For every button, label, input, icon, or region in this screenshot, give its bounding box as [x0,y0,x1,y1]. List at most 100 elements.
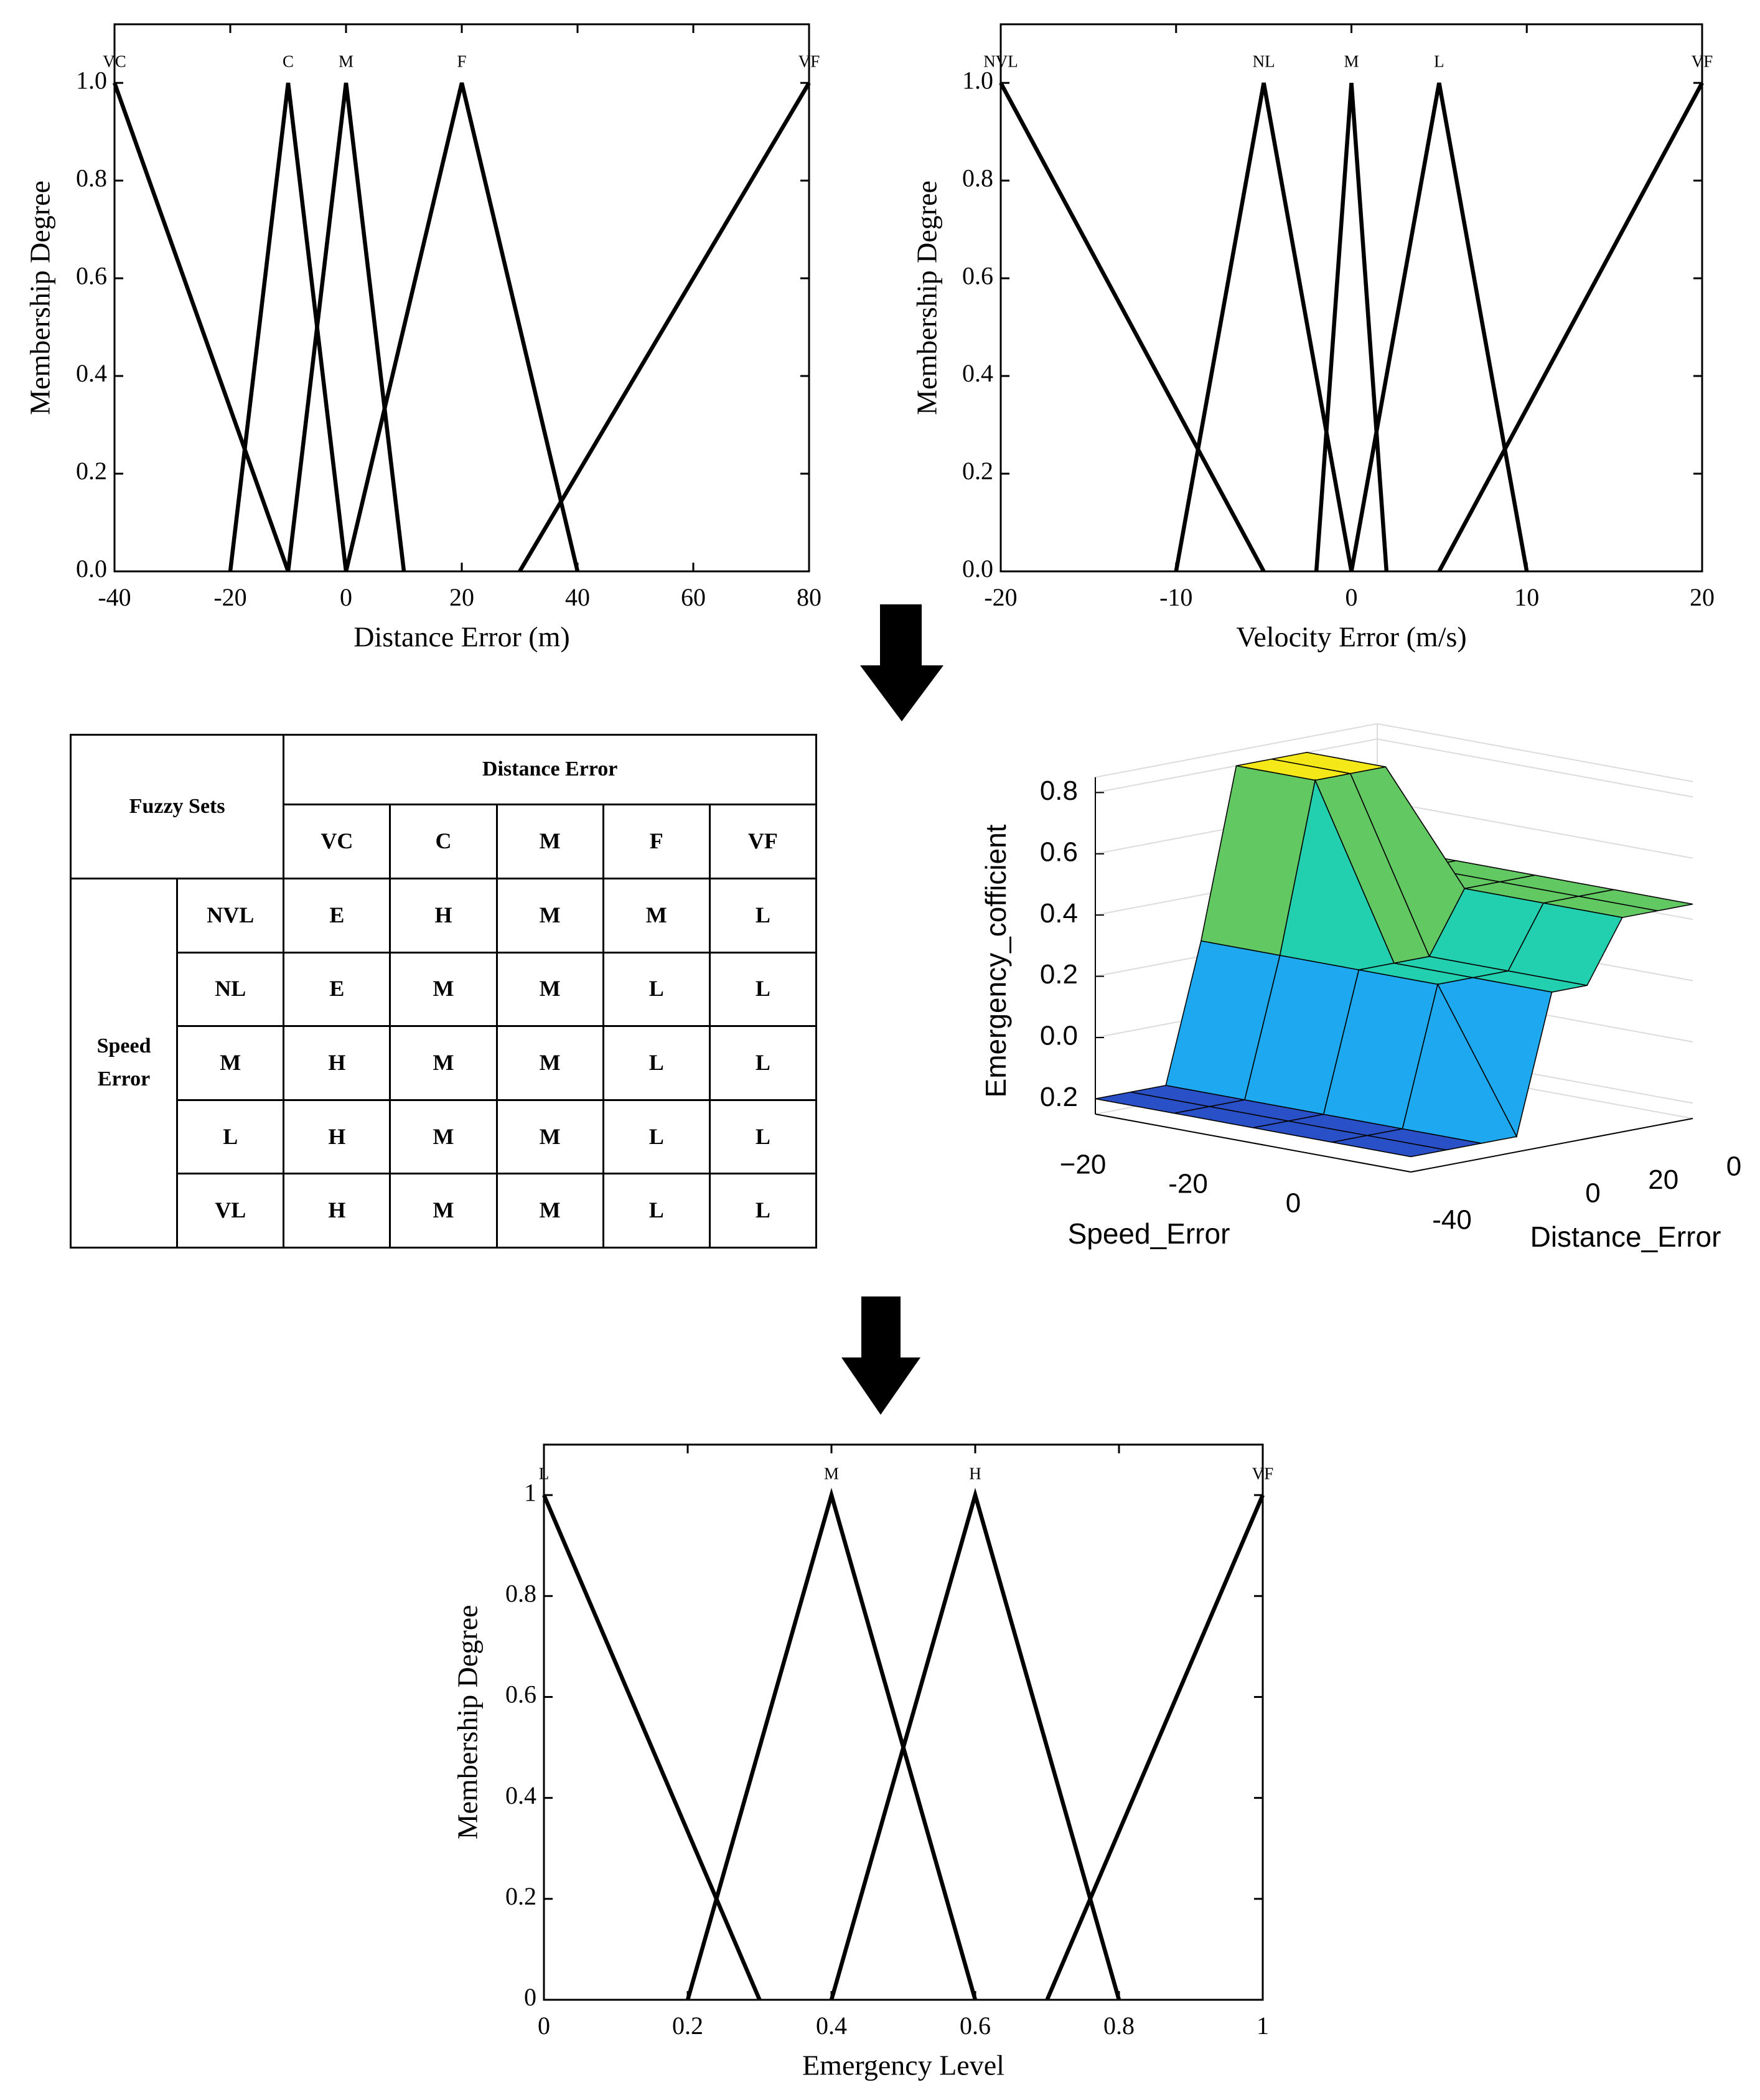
membership-line [1437,82,1704,573]
set-label: VF [1692,52,1713,70]
set-label: VF [798,52,820,70]
surface-patch [1332,1135,1446,1158]
table-cell: M [495,877,604,954]
table-cell: M [495,1099,604,1175]
y-axis [1410,1118,1693,1173]
set-label: F [457,52,466,70]
y-tick-label: 0.0 [962,555,993,583]
x-tick-label: -40 [98,583,131,611]
x-tick-label: 0.4 [816,2012,847,2040]
membership-line [1314,82,1389,572]
x-tick-label: 0 [340,583,352,611]
x-axis-label: Distance Error (m) [353,621,569,653]
row-header: NL [176,951,285,1028]
table-cell: H [283,1173,391,1249]
column-header: VC [283,804,391,879]
row-header: L [176,1099,285,1175]
table-cell: L [708,1025,818,1101]
table-row: VL H M M L L [71,1173,818,1249]
x-axis-label: Speed_Error [1068,1217,1230,1250]
grid-line [1377,738,1693,798]
table-cell: M [602,877,711,954]
set-label: M [824,1464,839,1483]
x-tick-label: 0.6 [960,2012,991,2040]
y-axis-label: Membership Degree [911,180,943,415]
y-tick-label: 0.4 [505,1781,536,1809]
table-cell: M [389,1099,498,1175]
x-tick-label: 40 [565,583,590,611]
column-header: C [389,804,498,879]
set-label: M [1344,52,1359,70]
table-cell: L [602,1099,711,1175]
table-cell: E [283,951,391,1028]
table-cell: L [708,951,818,1028]
membership-line [518,82,811,573]
y-tick-label: 0.8 [505,1579,536,1607]
table-cell: H [389,877,498,954]
table-cell: L [602,1173,711,1249]
membership-line [286,82,406,572]
y-tick-label: 0.6 [962,261,993,289]
table-row: NL E M M L L [71,951,818,1028]
y-tick-label: 0.2 [505,1882,536,1910]
table-cell: M [495,951,604,1028]
membership-line [829,1488,1121,2000]
membership-line [228,82,349,572]
arrow [860,604,943,721]
y-tick-label: -40 [1432,1205,1472,1235]
membership-line [1349,82,1529,572]
set-label: L [539,1464,550,1483]
row-header: M [176,1025,285,1101]
x-tick-label: 0 [538,2012,550,2040]
table-cell: M [495,1173,604,1249]
x-tick-label: −20 [1060,1150,1107,1180]
y-tick-label: 0 [1585,1178,1600,1209]
table-cell: L [708,1099,818,1175]
column-group-header: Distance Error [283,733,817,806]
membership-line [542,1494,762,2001]
x-tick-label: 20 [1690,583,1715,611]
x-tick-label: 60 [681,583,706,611]
x-axis [1095,1113,1411,1173]
y-tick-label: 0 [524,1983,536,2011]
y-axis-label: Membership Degree [24,180,56,415]
row-group-header: Speed Error [69,877,179,1249]
table-cell: L [708,1173,818,1249]
set-label: NVL [983,52,1018,70]
y-tick-label: 1.0 [962,66,993,94]
y-tick-label: 0.8 [76,164,107,192]
y-tick-label: 0.6 [76,261,107,289]
y-tick-label: 0.2 [962,457,993,485]
z-tick-label: 0.2 [1040,1082,1078,1112]
set-label: L [1434,52,1444,70]
table-row: Fuzzy Sets Distance Error [69,733,817,879]
set-label: NL [1253,52,1275,70]
x-tick-label: -20 [984,583,1017,611]
x-axis-label: Velocity Error (m/s) [1236,621,1466,653]
membership-line [1174,82,1354,572]
arrow [841,1296,920,1415]
x-tick-label: 10 [1514,583,1539,611]
corner-header: Fuzzy Sets [69,734,285,879]
y-tick-label: 0.0 [76,555,107,583]
column-header: M [495,804,604,879]
y-tick-label: 0.2 [76,457,107,485]
z-tick-label: 0.0 [1040,1021,1078,1051]
set-label: H [969,1464,981,1483]
y-tick-label: 20 [1648,1165,1678,1195]
set-label: VF [1252,1464,1274,1483]
table-cell: H [283,1099,391,1175]
x-tick-label: 20 [449,583,474,611]
x-tick-label: -20 [213,583,246,611]
membership-line [685,1488,978,2000]
table-cell: E [283,877,391,954]
x-tick-label: -10 [1159,583,1192,611]
y-tick-label: 0.8 [962,164,993,192]
table-cell: H [283,1025,391,1101]
box-edge [1377,723,1693,782]
membership-line [112,82,291,573]
y-tick-label: 0.4 [76,359,107,387]
